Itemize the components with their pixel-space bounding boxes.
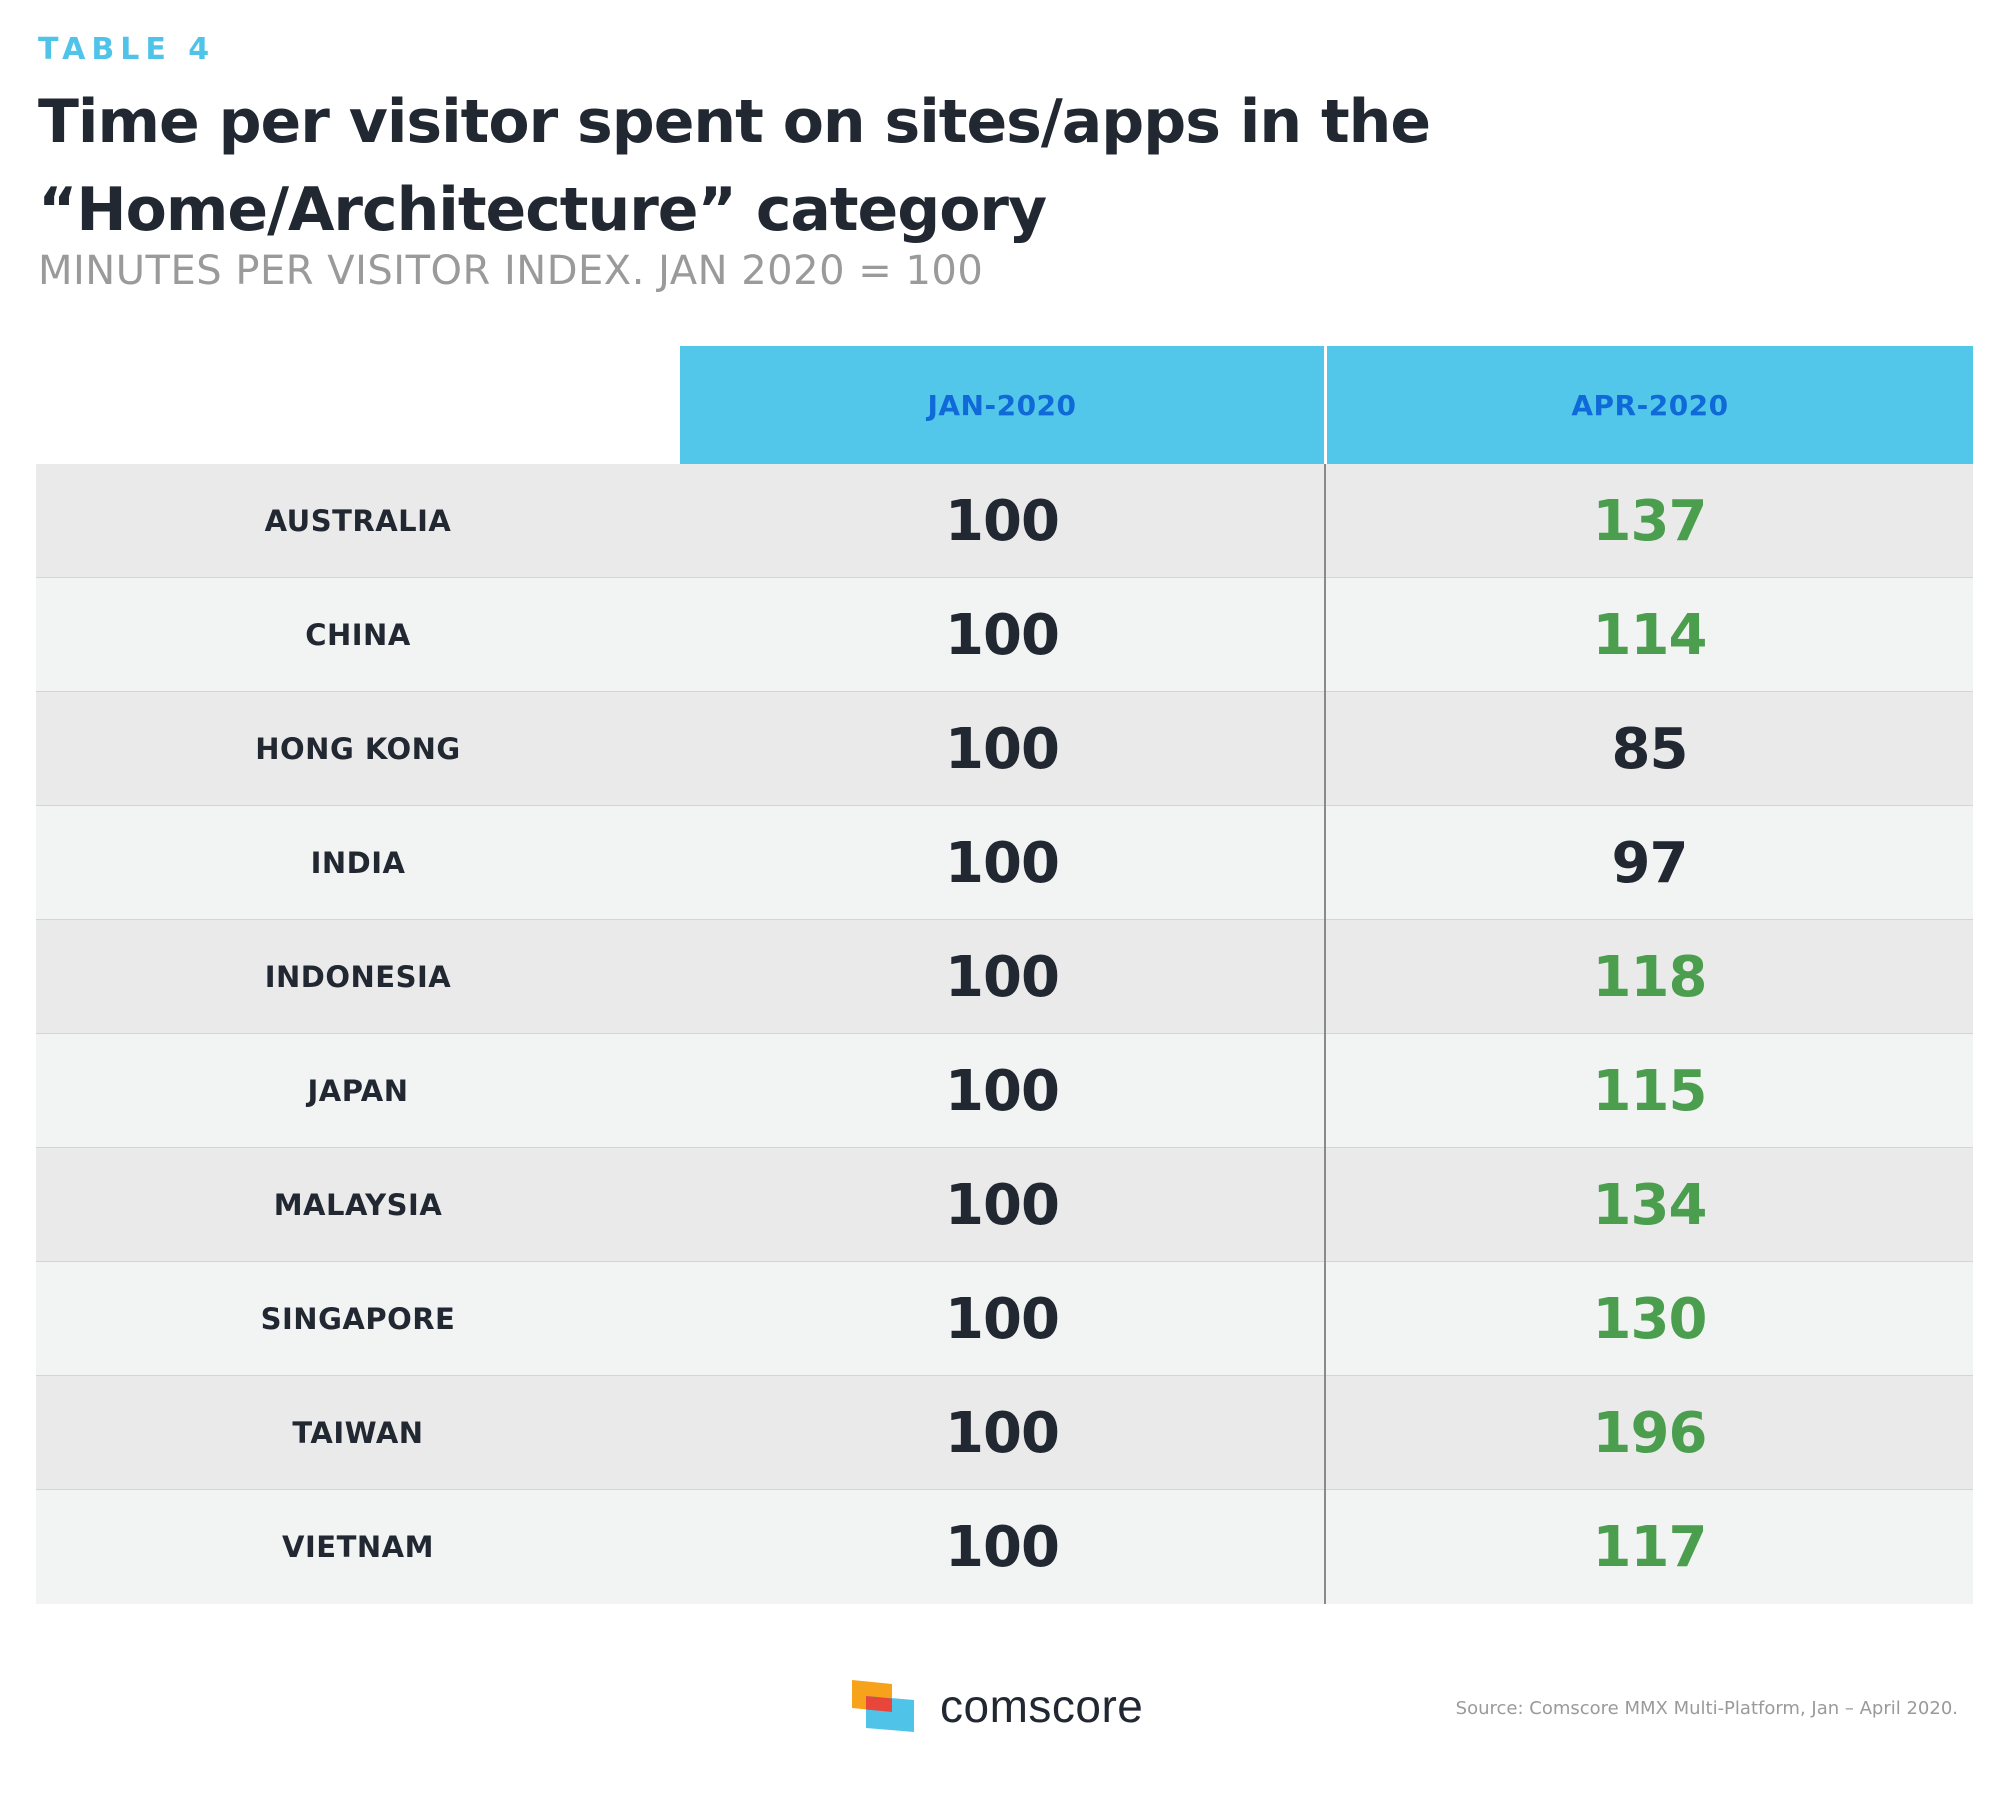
apr-2020-value: 196: [1592, 1400, 1708, 1466]
country-label: TAIWAN: [292, 1416, 424, 1450]
jan-2020-value: 100: [945, 716, 1060, 782]
country-label: VIETNAM: [282, 1530, 434, 1564]
jan-2020-value: 100: [945, 1058, 1060, 1124]
apr-2020-value: 97: [1611, 830, 1689, 896]
country-label: CHINA: [305, 618, 411, 652]
apr-2020-value: 137: [1592, 488, 1708, 554]
jan-2020-value: 100: [945, 602, 1060, 668]
apr-2020-value: 130: [1592, 1286, 1708, 1352]
column-header-jan-2020: JAN-2020: [680, 346, 1324, 464]
table-row: TAIWAN 100 196: [36, 1376, 1973, 1490]
table-row: INDIA 100 97: [36, 806, 1973, 920]
comscore-logo-icon: [852, 1680, 914, 1732]
country-label: MALAYSIA: [273, 1188, 443, 1222]
table-row: INDONESIA 100 118: [36, 920, 1973, 1034]
apr-2020-value: 117: [1592, 1514, 1708, 1580]
table-row: HONG KONG 100 85: [36, 692, 1973, 806]
jan-2020-value: 100: [945, 1172, 1060, 1238]
source-note: Source: Comscore MMX Multi-Platform, Jan…: [1455, 1698, 1958, 1719]
table-row: SINGAPORE 100 130: [36, 1262, 1973, 1376]
apr-2020-value: 118: [1592, 944, 1708, 1010]
jan-2020-value: 100: [945, 830, 1060, 896]
country-label: JAPAN: [307, 1074, 409, 1108]
table-row: JAPAN 100 115: [36, 1034, 1973, 1148]
table-label: TABLE 4: [38, 32, 216, 67]
country-label: HONG KONG: [255, 732, 461, 766]
column-header-apr-2020: APR-2020: [1327, 346, 1973, 464]
page-subtitle: MINUTES PER VISITOR INDEX. JAN 2020 = 10…: [38, 248, 984, 294]
page-title: Time per visitor spent on sites/apps in …: [38, 87, 1431, 245]
country-label: INDONESIA: [264, 960, 452, 994]
table-row: VIETNAM 100 117: [36, 1490, 1973, 1604]
data-table: JAN-2020 APR-2020 AUSTRALIA 100 137 CHINA 10…: [36, 346, 1973, 1604]
jan-2020-value: 100: [945, 1400, 1060, 1466]
apr-2020-value: 85: [1611, 716, 1689, 782]
jan-2020-value: 100: [945, 488, 1060, 554]
country-label: INDIA: [310, 846, 406, 880]
jan-2020-value: 100: [945, 1286, 1060, 1352]
table-row: CHINA 100 114: [36, 578, 1973, 692]
country-label: SINGAPORE: [260, 1302, 456, 1336]
logo-wordmark: comscore: [940, 1680, 1144, 1732]
table-row: AUSTRALIA 100 137: [36, 464, 1973, 578]
apr-2020-value: 114: [1592, 602, 1708, 668]
country-label: AUSTRALIA: [264, 504, 452, 538]
apr-2020-value: 134: [1592, 1172, 1708, 1238]
table-row: MALAYSIA 100 134: [36, 1148, 1973, 1262]
jan-2020-value: 100: [945, 1514, 1060, 1580]
column-divider: [1324, 464, 1326, 1604]
table-header-row: JAN-2020 APR-2020: [36, 346, 1973, 464]
header-divider: [1324, 346, 1327, 464]
apr-2020-value: 115: [1592, 1058, 1708, 1124]
jan-2020-value: 100: [945, 944, 1060, 1010]
table-body: AUSTRALIA 100 137 CHINA 100 114 HONG KONG 100 85…: [36, 464, 1973, 1604]
comscore-logo: comscore: [852, 1678, 1143, 1734]
